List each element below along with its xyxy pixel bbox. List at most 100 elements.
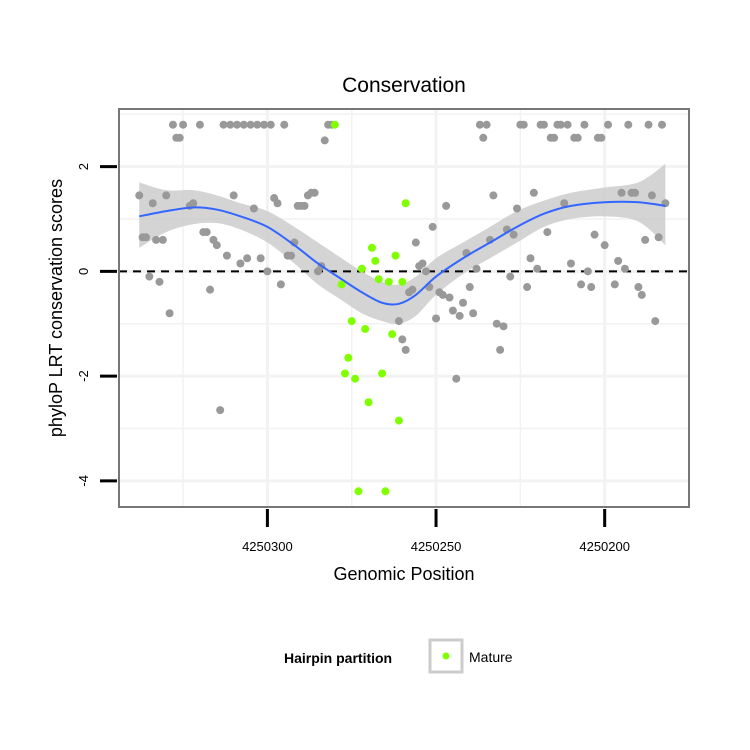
other-point (506, 272, 515, 281)
other-point (260, 120, 269, 129)
other-point (499, 322, 508, 331)
mature-point (384, 277, 393, 286)
other-point (533, 264, 542, 273)
other-point (519, 120, 528, 129)
other-point (654, 233, 663, 242)
other-point (256, 254, 265, 263)
other-point (641, 235, 650, 244)
other-point (280, 120, 289, 129)
other-point (634, 283, 643, 292)
other-point (658, 120, 667, 129)
mature-point (381, 487, 390, 496)
other-point (489, 191, 498, 200)
mature-point (394, 416, 403, 425)
other-point (604, 120, 613, 129)
other-point (452, 374, 461, 383)
other-point (175, 133, 184, 142)
other-point (556, 120, 565, 129)
other-point (580, 120, 589, 129)
mature-point (344, 353, 353, 362)
y-tick-label: -2 (76, 370, 91, 382)
y-tick-label: 0 (76, 268, 91, 275)
other-point (158, 235, 167, 244)
other-point (300, 201, 309, 210)
legend-label-mature: Mature (469, 649, 513, 665)
other-point (539, 120, 548, 129)
other-point (266, 120, 275, 129)
other-point (432, 314, 441, 323)
other-point (624, 120, 633, 129)
legend-title: Hairpin partition (284, 650, 392, 666)
y-axis-title: phyloP LRT conservation scores (46, 179, 66, 437)
x-tick-label: 4250200 (579, 539, 630, 554)
other-point (168, 120, 177, 129)
mature-point (330, 120, 339, 129)
other-point (145, 272, 154, 281)
other-point (222, 251, 231, 260)
y-axis-ticks: -4 -2 0 2 (76, 163, 117, 487)
legend-key-mature-dot (442, 652, 450, 660)
other-point (273, 199, 282, 208)
other-point (233, 120, 242, 129)
chart-title: Conservation (342, 74, 466, 97)
x-tick-label: 4250250 (411, 539, 462, 554)
other-point (155, 277, 164, 286)
other-point (189, 199, 198, 208)
other-point (647, 191, 656, 200)
other-point (394, 317, 403, 326)
other-point (428, 222, 437, 231)
other-point (492, 319, 501, 328)
other-point (600, 241, 609, 250)
mature-point (351, 374, 360, 383)
other-point (152, 235, 161, 244)
x-axis-ticks: 4250300 4250250 4250200 (242, 509, 630, 554)
other-point (148, 199, 157, 208)
smooth-trend-line (139, 200, 666, 306)
mature-point (354, 487, 363, 496)
other-point (526, 254, 535, 263)
y-tick-label: -4 (76, 475, 91, 487)
mature-point (401, 199, 410, 208)
other-point (509, 230, 518, 239)
other-point (219, 120, 228, 129)
legend: Hairpin partition Mature (284, 638, 513, 674)
other-point (583, 267, 592, 276)
other-point (216, 406, 225, 415)
other-point (229, 191, 238, 200)
mature-point (398, 277, 407, 286)
other-point (239, 120, 248, 129)
other-point (195, 120, 204, 129)
other-point (253, 120, 262, 129)
other-point (610, 280, 619, 289)
other-point (577, 280, 586, 289)
other-point (614, 256, 623, 265)
y-tick-label: 2 (76, 163, 91, 170)
other-point (512, 204, 521, 213)
other-point (411, 238, 420, 247)
other-point (179, 120, 188, 129)
other-point (560, 199, 569, 208)
other-point (550, 133, 559, 142)
other-points (135, 120, 670, 415)
mature-point (337, 280, 346, 289)
other-point (617, 188, 626, 197)
other-point (472, 264, 481, 273)
mature-point (374, 275, 383, 284)
other-point (276, 280, 285, 289)
other-point (651, 317, 660, 326)
other-point (263, 267, 272, 276)
other-point (202, 228, 211, 237)
other-point (438, 290, 447, 299)
other-point (310, 188, 319, 197)
other-point (243, 254, 252, 263)
other-point (226, 120, 235, 129)
confidence-band (139, 163, 666, 324)
other-point (448, 306, 457, 315)
other-point (590, 230, 599, 239)
other-point (236, 259, 245, 268)
other-point (165, 309, 174, 318)
other-point (162, 191, 171, 200)
other-point (566, 259, 575, 268)
other-point (455, 311, 464, 320)
